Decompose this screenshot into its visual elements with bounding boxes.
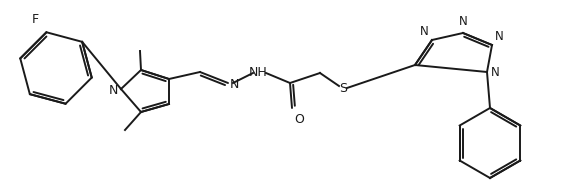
Text: N: N bbox=[459, 15, 467, 28]
Text: F: F bbox=[31, 13, 38, 26]
Text: N: N bbox=[109, 84, 118, 98]
Text: NH: NH bbox=[249, 66, 268, 80]
Text: N: N bbox=[495, 30, 504, 43]
Text: N: N bbox=[230, 77, 240, 90]
Text: N: N bbox=[491, 66, 500, 80]
Text: S: S bbox=[339, 82, 347, 95]
Text: N: N bbox=[420, 25, 429, 38]
Text: O: O bbox=[294, 113, 304, 126]
